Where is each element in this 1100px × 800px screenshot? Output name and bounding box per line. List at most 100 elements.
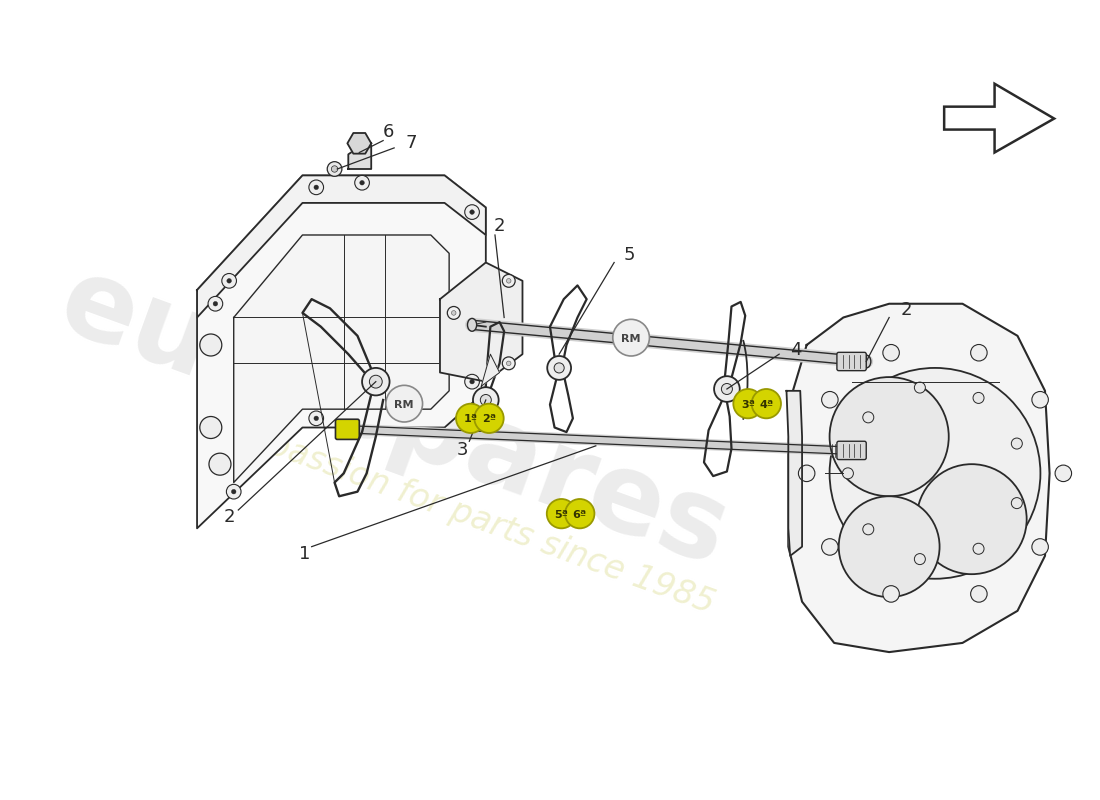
Circle shape <box>200 417 222 438</box>
Circle shape <box>970 586 987 602</box>
Circle shape <box>448 306 460 319</box>
Polygon shape <box>197 175 486 318</box>
Text: 2ª: 2ª <box>482 414 496 424</box>
Circle shape <box>481 394 492 406</box>
Circle shape <box>829 377 948 496</box>
Circle shape <box>464 374 480 389</box>
Circle shape <box>213 302 218 306</box>
Circle shape <box>613 319 649 356</box>
Circle shape <box>473 387 498 413</box>
FancyBboxPatch shape <box>336 419 360 439</box>
Circle shape <box>916 464 1026 574</box>
Text: 7: 7 <box>405 134 417 152</box>
Text: RM: RM <box>395 399 414 410</box>
Text: 2: 2 <box>223 508 235 526</box>
Circle shape <box>222 274 236 288</box>
Circle shape <box>470 210 474 214</box>
Circle shape <box>974 393 984 403</box>
Text: RM: RM <box>621 334 641 343</box>
Circle shape <box>914 554 925 565</box>
Circle shape <box>503 357 515 370</box>
Circle shape <box>751 389 781 418</box>
Text: 1ª: 1ª <box>463 414 477 424</box>
Circle shape <box>883 586 900 602</box>
Text: 3ª: 3ª <box>741 399 755 410</box>
Circle shape <box>547 499 576 528</box>
Circle shape <box>360 181 364 185</box>
Polygon shape <box>440 262 522 382</box>
Text: 3: 3 <box>458 442 469 459</box>
Circle shape <box>386 386 422 422</box>
Circle shape <box>1032 538 1048 555</box>
Text: 4: 4 <box>790 341 802 358</box>
Text: 4ª: 4ª <box>759 399 773 410</box>
Circle shape <box>331 166 338 172</box>
Text: 6ª: 6ª <box>573 510 587 519</box>
Circle shape <box>1011 498 1022 509</box>
Circle shape <box>231 490 236 494</box>
Circle shape <box>1032 391 1048 408</box>
Text: 2: 2 <box>900 301 912 319</box>
Ellipse shape <box>838 443 849 458</box>
Polygon shape <box>233 235 449 482</box>
Polygon shape <box>789 304 1049 652</box>
Circle shape <box>506 361 512 366</box>
Circle shape <box>862 524 873 535</box>
Circle shape <box>547 356 571 380</box>
Text: 5ª: 5ª <box>554 510 569 519</box>
Circle shape <box>314 185 319 190</box>
Text: eurospares: eurospares <box>46 248 742 589</box>
Circle shape <box>209 453 231 475</box>
Text: 2: 2 <box>494 217 505 235</box>
Ellipse shape <box>468 318 476 331</box>
Circle shape <box>314 416 319 421</box>
FancyBboxPatch shape <box>837 352 866 370</box>
Circle shape <box>327 162 342 176</box>
Circle shape <box>451 310 456 315</box>
Circle shape <box>309 180 323 194</box>
Polygon shape <box>481 354 499 386</box>
Circle shape <box>464 205 480 219</box>
Circle shape <box>862 412 873 423</box>
Circle shape <box>974 543 984 554</box>
Polygon shape <box>348 133 371 154</box>
Circle shape <box>722 383 733 394</box>
Circle shape <box>370 375 382 388</box>
Circle shape <box>970 345 987 361</box>
Circle shape <box>506 278 512 283</box>
Text: 5: 5 <box>624 246 635 264</box>
Circle shape <box>227 278 231 283</box>
Polygon shape <box>349 145 371 169</box>
Circle shape <box>362 368 389 395</box>
Circle shape <box>1011 438 1022 449</box>
Circle shape <box>470 379 474 384</box>
Polygon shape <box>197 175 486 528</box>
Polygon shape <box>786 391 802 556</box>
Circle shape <box>474 404 504 433</box>
Circle shape <box>843 468 854 479</box>
Circle shape <box>799 465 815 482</box>
Text: 6: 6 <box>383 123 395 142</box>
Circle shape <box>822 391 838 408</box>
Circle shape <box>914 382 925 393</box>
FancyBboxPatch shape <box>837 442 866 459</box>
Circle shape <box>200 334 222 356</box>
Circle shape <box>503 274 515 287</box>
Text: 1: 1 <box>298 545 310 563</box>
Ellipse shape <box>861 355 871 368</box>
Circle shape <box>838 496 939 597</box>
Circle shape <box>456 404 485 433</box>
Text: a passion for parts since 1985: a passion for parts since 1985 <box>234 418 719 621</box>
Circle shape <box>309 411 323 426</box>
Circle shape <box>714 376 739 402</box>
Circle shape <box>734 389 762 418</box>
Circle shape <box>565 499 594 528</box>
Circle shape <box>1055 465 1071 482</box>
Circle shape <box>829 368 1041 578</box>
Circle shape <box>822 538 838 555</box>
Circle shape <box>883 345 900 361</box>
Circle shape <box>208 297 222 311</box>
Circle shape <box>227 484 241 499</box>
Circle shape <box>354 175 370 190</box>
Circle shape <box>554 363 564 373</box>
